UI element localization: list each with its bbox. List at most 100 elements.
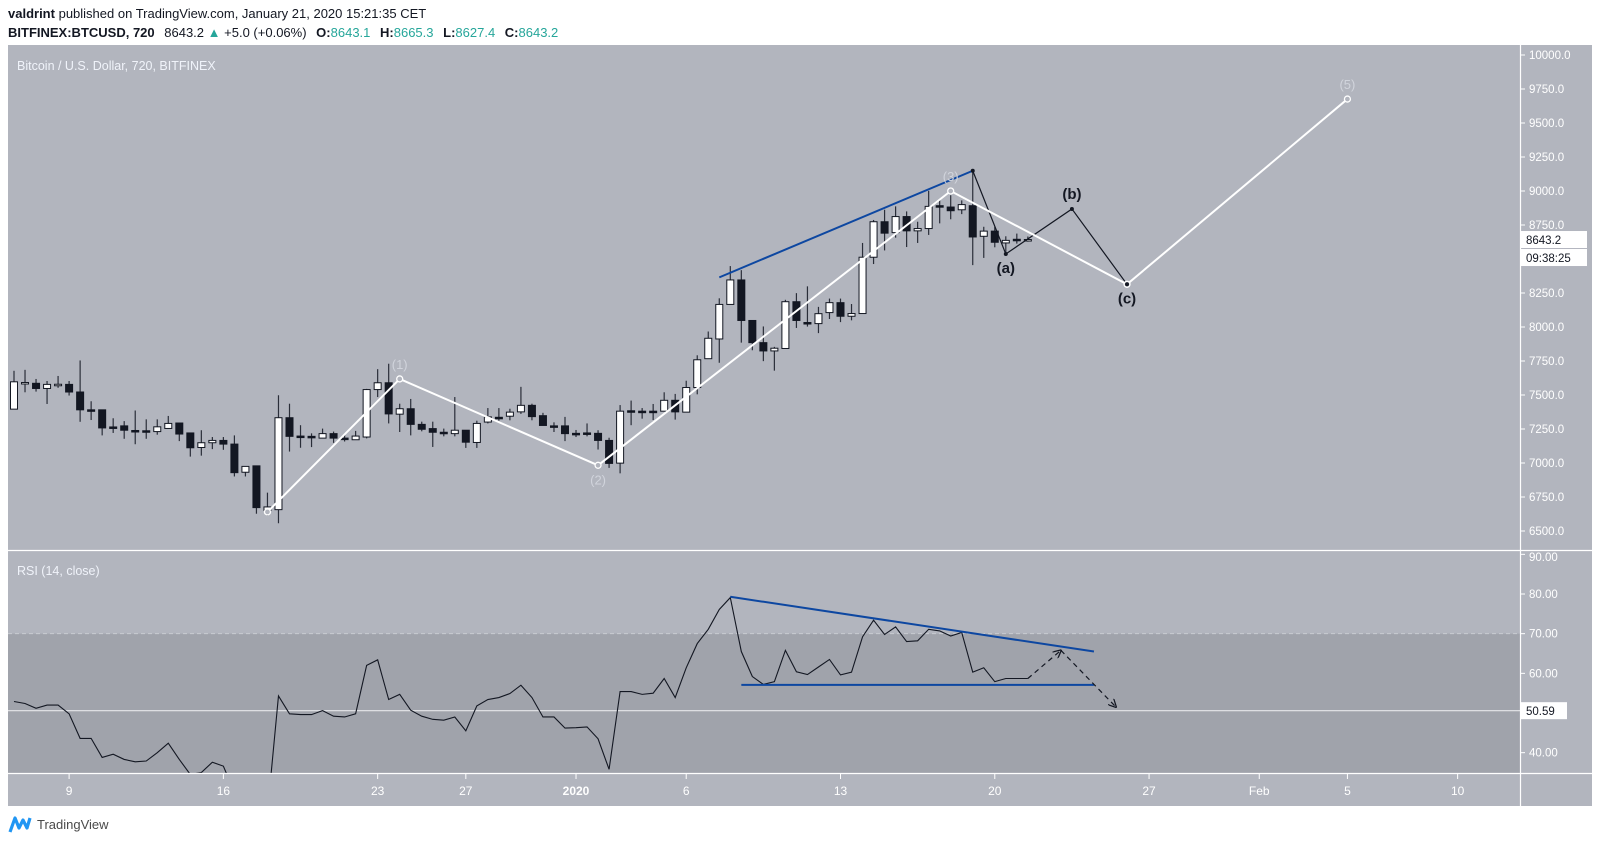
candle[interactable] (561, 416, 569, 442)
candle[interactable] (946, 195, 955, 220)
candle[interactable] (572, 429, 581, 438)
candle[interactable] (627, 400, 636, 426)
candle[interactable] (660, 392, 669, 412)
candle[interactable] (439, 428, 448, 437)
candle[interactable] (230, 435, 239, 477)
candle[interactable] (76, 360, 85, 422)
candle[interactable] (175, 422, 184, 442)
candle[interactable] (737, 270, 746, 343)
candle[interactable] (351, 430, 360, 441)
candle[interactable] (472, 420, 481, 448)
candle[interactable] (461, 429, 470, 448)
candle[interactable] (241, 465, 250, 477)
candle[interactable] (120, 421, 129, 439)
candle[interactable] (329, 431, 338, 443)
candle[interactable] (32, 378, 41, 392)
rsi-pane[interactable] (8, 595, 1520, 817)
candle[interactable] (649, 403, 658, 421)
rsi-projection-arrow[interactable] (1027, 650, 1061, 679)
candle[interactable] (296, 425, 305, 448)
impulse-wave-point[interactable] (594, 461, 602, 469)
candle[interactable] (65, 380, 74, 396)
candle[interactable] (208, 437, 217, 450)
candle[interactable] (847, 304, 856, 321)
candle[interactable] (505, 408, 514, 421)
corrective-wave-point[interactable] (1003, 251, 1008, 256)
corrective-wave-point[interactable] (970, 168, 975, 173)
candle[interactable] (54, 375, 63, 388)
candle[interactable] (715, 298, 724, 363)
candle[interactable] (516, 386, 525, 414)
candle[interactable] (858, 242, 867, 315)
candle[interactable] (538, 412, 547, 426)
candle[interactable] (43, 380, 52, 404)
candle[interactable] (583, 423, 592, 437)
candle[interactable] (384, 363, 393, 424)
candle[interactable] (616, 405, 625, 474)
candle[interactable] (494, 408, 503, 421)
candle[interactable] (957, 200, 966, 215)
tradingview-logo[interactable]: TradingView (8, 814, 109, 834)
rsi-line[interactable] (13, 596, 1028, 817)
candle[interactable] (428, 421, 437, 447)
candle[interactable] (109, 418, 118, 433)
candle[interactable] (803, 286, 812, 327)
author[interactable]: valdrint (8, 6, 55, 21)
candle[interactable] (131, 410, 140, 445)
candle[interactable] (406, 398, 415, 436)
candle[interactable] (968, 170, 977, 266)
candle[interactable] (638, 408, 647, 419)
candle[interactable] (770, 346, 779, 371)
candle[interactable] (197, 430, 206, 456)
candle[interactable] (935, 200, 944, 224)
corrective-wave-point[interactable] (1125, 282, 1130, 287)
candle[interactable] (417, 421, 426, 432)
price-pane[interactable]: (1) (2) (3) (5) (a) (b) (c) (10, 77, 1356, 524)
impulse-wave-point[interactable] (947, 187, 955, 195)
rsi-projection-arrow[interactable] (1060, 649, 1116, 707)
candle[interactable] (219, 437, 228, 450)
candle[interactable] (285, 403, 294, 452)
candle[interactable] (869, 219, 878, 265)
logo-text: TradingView (37, 816, 109, 832)
candle[interactable] (373, 369, 382, 398)
candle[interactable] (825, 298, 834, 319)
price-trendline[interactable] (718, 169, 974, 279)
impulse-wave-line[interactable] (266, 98, 1349, 513)
candle[interactable] (979, 226, 988, 258)
candle[interactable] (98, 409, 107, 436)
candle[interactable] (10, 370, 18, 410)
candle-body (351, 435, 360, 441)
candle[interactable] (549, 422, 558, 432)
candle[interactable] (605, 437, 614, 468)
candle[interactable] (318, 428, 327, 439)
impulse-wave-point[interactable] (263, 508, 272, 516)
candle[interactable] (1012, 233, 1021, 244)
candle[interactable] (1001, 236, 1010, 254)
candle[interactable] (913, 221, 922, 243)
candle[interactable] (527, 403, 536, 421)
candle[interactable] (594, 430, 603, 450)
impulse-wave-point[interactable] (396, 375, 404, 383)
candle[interactable] (814, 306, 823, 334)
candle[interactable] (164, 415, 173, 429)
candle[interactable] (153, 419, 162, 435)
candle[interactable] (759, 326, 768, 362)
candle[interactable] (186, 432, 195, 457)
candle[interactable] (924, 190, 933, 235)
candle[interactable] (307, 433, 316, 448)
candle[interactable] (142, 419, 151, 439)
rsi-resistance-line[interactable] (730, 595, 1095, 653)
candle-body (891, 216, 900, 234)
candle[interactable] (395, 403, 404, 432)
corrective-wave-point[interactable] (1069, 206, 1074, 211)
candle[interactable] (990, 226, 999, 248)
candle[interactable] (781, 299, 790, 349)
candle[interactable] (21, 369, 30, 393)
impulse-wave-point[interactable] (1343, 95, 1352, 103)
candle[interactable] (704, 331, 713, 360)
candle[interactable] (252, 465, 261, 514)
candle[interactable] (87, 401, 96, 421)
candle[interactable] (836, 298, 845, 323)
